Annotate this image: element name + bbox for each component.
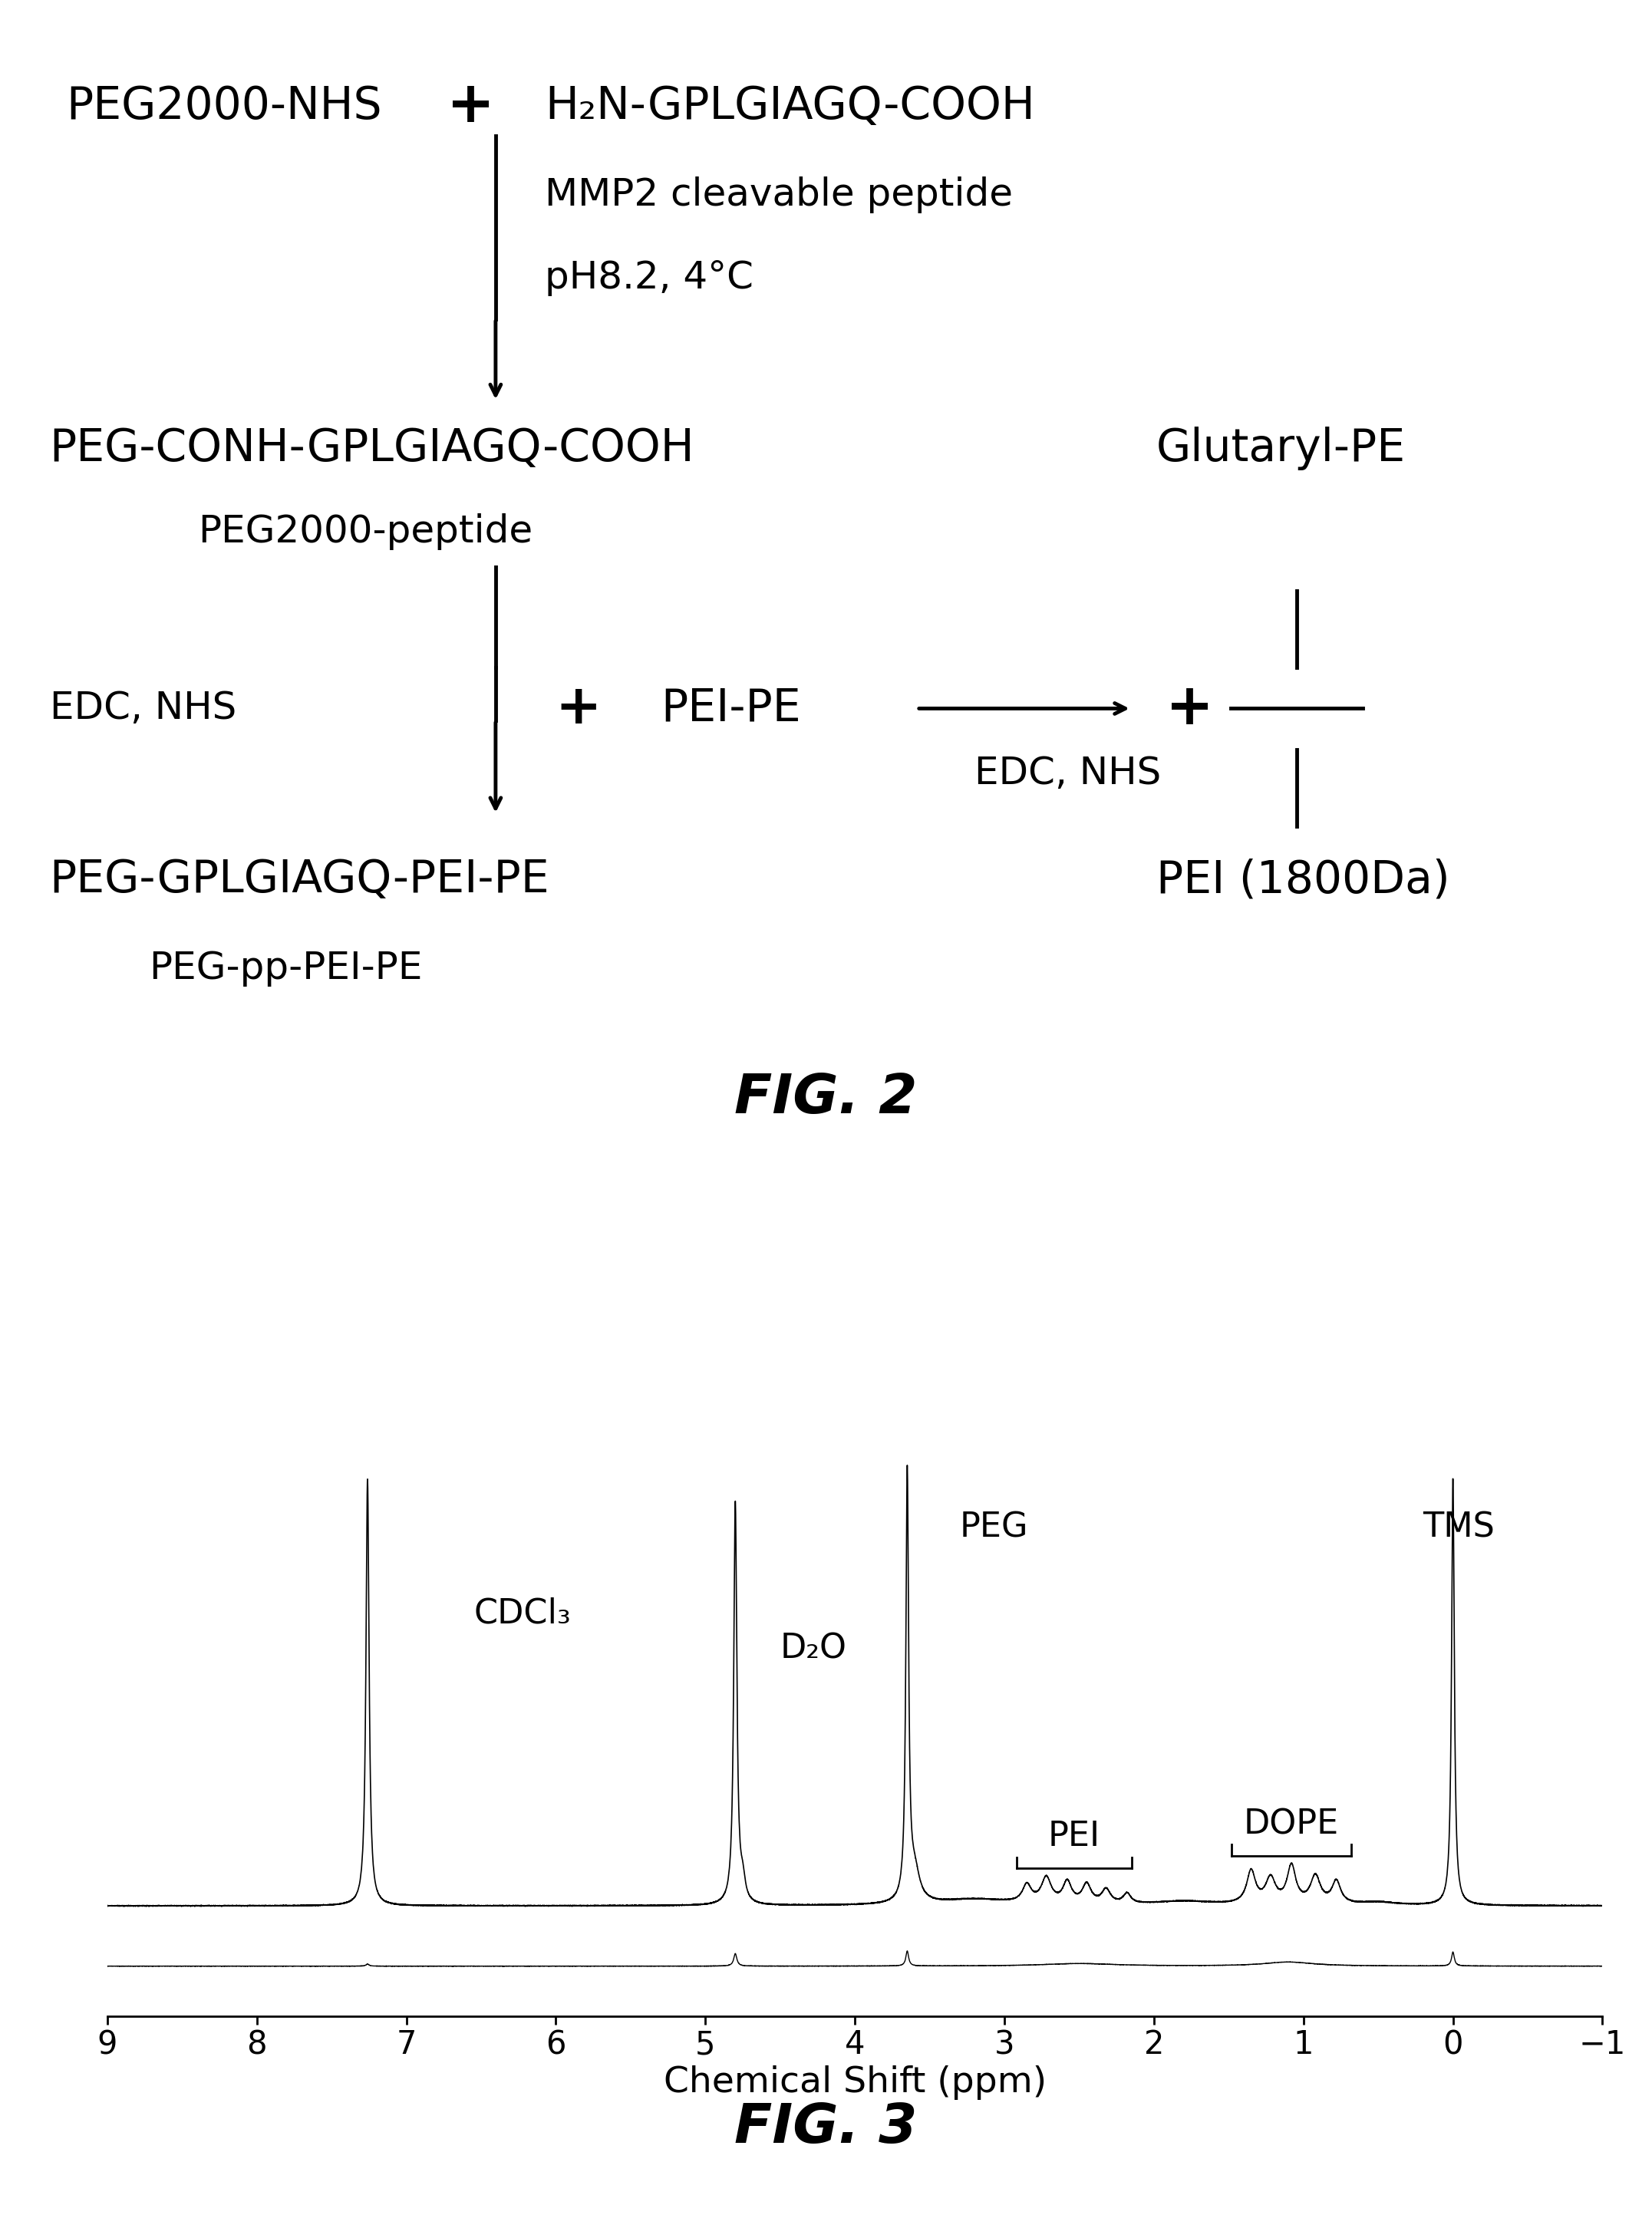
Text: PEG-pp-PEI-PE: PEG-pp-PEI-PE — [149, 949, 423, 987]
Text: +: + — [555, 682, 601, 735]
Text: Glutaryl-PE: Glutaryl-PE — [1156, 428, 1406, 470]
X-axis label: Chemical Shift (ppm): Chemical Shift (ppm) — [664, 2065, 1046, 2099]
Text: PEG2000-peptide: PEG2000-peptide — [198, 512, 534, 550]
Text: PEG-GPLGIAGQ-PEI-PE: PEG-GPLGIAGQ-PEI-PE — [50, 858, 550, 902]
Text: H₂N-GPLGIAGQ-COOH: H₂N-GPLGIAGQ-COOH — [545, 85, 1036, 129]
Text: PEG: PEG — [960, 1511, 1028, 1544]
Text: EDC, NHS: EDC, NHS — [50, 691, 236, 726]
Text: +: + — [1165, 680, 1214, 737]
Text: DOPE: DOPE — [1244, 1807, 1340, 1840]
Text: PEI: PEI — [1047, 1820, 1100, 1854]
Text: PEI-PE: PEI-PE — [661, 686, 801, 731]
Text: pH8.2, 4°C: pH8.2, 4°C — [545, 258, 753, 296]
Text: MMP2 cleavable peptide: MMP2 cleavable peptide — [545, 176, 1013, 214]
Text: TMS: TMS — [1422, 1511, 1495, 1544]
Text: +: + — [446, 78, 496, 134]
Text: PEG2000-NHS: PEG2000-NHS — [66, 85, 382, 129]
Text: EDC, NHS: EDC, NHS — [975, 755, 1161, 791]
Text: CDCl₃: CDCl₃ — [474, 1597, 572, 1629]
Text: FIG. 2: FIG. 2 — [735, 1072, 917, 1125]
Text: FIG. 3: FIG. 3 — [735, 2101, 917, 2154]
Text: PEI (1800Da): PEI (1800Da) — [1156, 858, 1450, 902]
Text: PEG-CONH-GPLGIAGQ-COOH: PEG-CONH-GPLGIAGQ-COOH — [50, 428, 694, 470]
Text: D₂O: D₂O — [780, 1631, 847, 1664]
